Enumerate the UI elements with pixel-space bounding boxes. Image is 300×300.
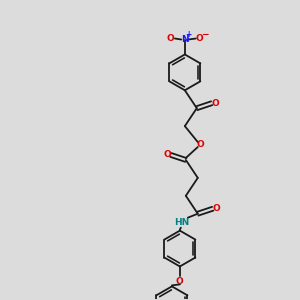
Text: O: O xyxy=(176,277,184,286)
Text: O: O xyxy=(197,140,205,148)
Text: O: O xyxy=(213,204,220,213)
Text: +: + xyxy=(185,30,191,39)
Text: −: − xyxy=(202,29,209,38)
Text: HN: HN xyxy=(174,218,190,227)
Text: O: O xyxy=(212,99,220,108)
Text: N: N xyxy=(181,35,189,44)
Text: O: O xyxy=(163,151,171,160)
Text: O: O xyxy=(196,34,204,43)
Text: O: O xyxy=(166,34,174,43)
